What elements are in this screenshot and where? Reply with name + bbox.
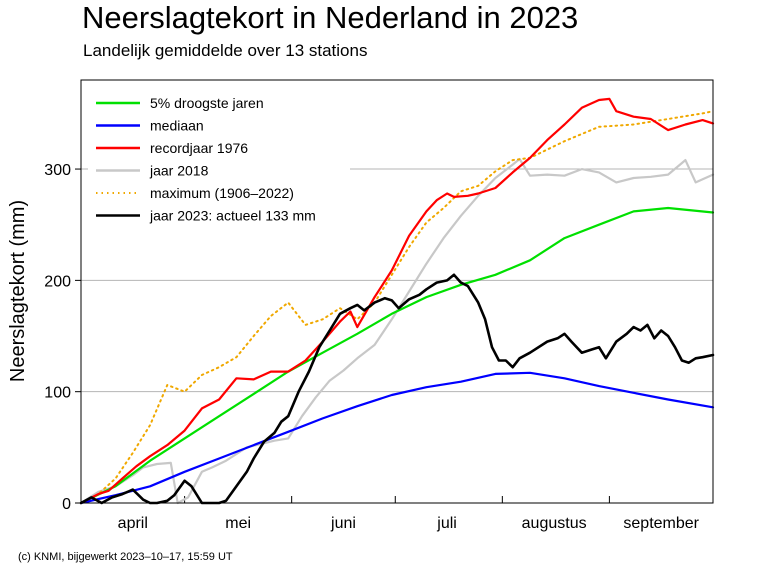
series-line-2 — [79, 97, 715, 505]
x-tick-label: september — [623, 515, 699, 532]
y-tick-label: 200 — [44, 273, 71, 290]
y-tick-label: 100 — [44, 385, 71, 402]
x-tick-label: juni — [330, 515, 356, 532]
legend-box — [88, 90, 350, 227]
x-tick-label: juli — [436, 515, 457, 532]
legend-label: 5% droogste jaren — [150, 95, 264, 111]
month-ticks — [184, 496, 610, 503]
x-tick-label: mei — [225, 515, 251, 532]
plot-frame — [80, 79, 714, 504]
legend-label: maximum (1906–2022) — [150, 185, 294, 201]
x-tick-label: augustus — [522, 515, 587, 532]
legend-label: jaar 2023: actueel 133 mm — [149, 208, 316, 224]
chart-title: Neerslagtekort in Nederland in 2023 — [82, 0, 579, 35]
x-tick-label: april — [118, 515, 148, 532]
y-tick-label: 300 — [44, 162, 71, 179]
legend-label: jaar 2018 — [149, 163, 209, 179]
legend: 5% droogste jaren mediaan recordjaar 1976 j… — [88, 90, 350, 227]
series-line-0 — [79, 206, 715, 505]
legend-label: mediaan — [150, 118, 204, 134]
series-line-4 — [80, 110, 714, 504]
x-axis-ticks: april mei juni juli augustus september — [118, 515, 700, 532]
y-tick-label: 0 — [62, 496, 71, 513]
chart-subtitle: Landelijk gemiddelde over 13 stations — [83, 41, 368, 60]
footer-credit: (c) KNMI, bijgewerkt 2023–10–17, 15:59 U… — [18, 551, 233, 563]
series-line-1 — [79, 371, 715, 505]
legend-label: recordjaar 1976 — [150, 140, 248, 156]
y-axis-ticks: 0 100 200 300 — [44, 162, 81, 513]
y-axis-label: Neerslagtekort (mm) — [7, 200, 29, 382]
series-line-5 — [79, 273, 715, 505]
